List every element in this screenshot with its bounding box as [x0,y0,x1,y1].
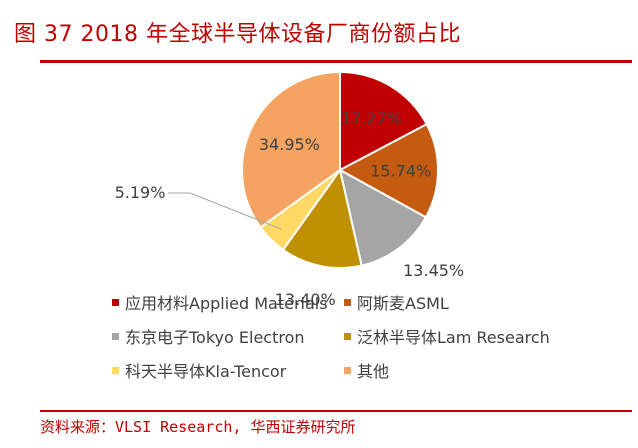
legend-label: 阿斯麦ASML [357,294,449,313]
pie-slice [339,70,429,172]
legend-label: 其他 [357,362,390,381]
pie-slice [281,167,363,269]
legend-swatch [112,366,119,374]
leader-line [168,192,282,230]
title-divider [40,60,632,63]
legend-label: 科天半导体Kla-Tencor [125,362,287,381]
slice-label: 13.45% [403,261,464,280]
legend-swatch [112,332,119,340]
legend-label: 应用材料Applied Materials [125,294,328,313]
legend-label: 东京电子Tokyo Electron [125,328,305,347]
legend-swatch [112,298,119,306]
slice-label: 5.19% [115,183,166,202]
slice-label: 13.40% [275,290,336,309]
legend-item: 其他 [344,358,582,382]
slice-label: 34.95% [259,135,320,154]
legend-swatch [344,332,351,340]
legend-item: 阿斯麦ASML [344,290,582,314]
source-note: 资料来源：VLSI Research, 华西证券研究所 [40,418,356,436]
leader-lines [168,192,282,230]
slice-label: 17.27% [341,109,402,128]
legend-label: 泛林半导体Lam Research [357,328,550,347]
legend-item: 科天半导体Kla-Tencor [112,358,344,382]
legend-item: 泛林半导体Lam Research [344,324,582,348]
slice-labels: 17.27% 15.74% 13.45% 13.40% 5.19% 34.95% [115,109,465,309]
figure-title: 图 37 2018 年全球半导体设备厂商份额占比 [14,22,461,47]
pie-slices [241,70,439,269]
chart-legend: 应用材料Applied Materials 阿斯麦ASML 东京电子Tokyo El… [112,290,582,382]
legend-item: 应用材料Applied Materials [112,290,344,314]
slice-label: 15.74% [370,162,431,181]
legend-swatch [344,366,351,374]
footer-divider [40,410,632,412]
pie-slice [338,168,428,267]
pie-slice [241,70,341,229]
legend-item: 东京电子Tokyo Electron [112,324,344,348]
legend-swatch [344,298,351,306]
pie-slice [337,122,439,219]
